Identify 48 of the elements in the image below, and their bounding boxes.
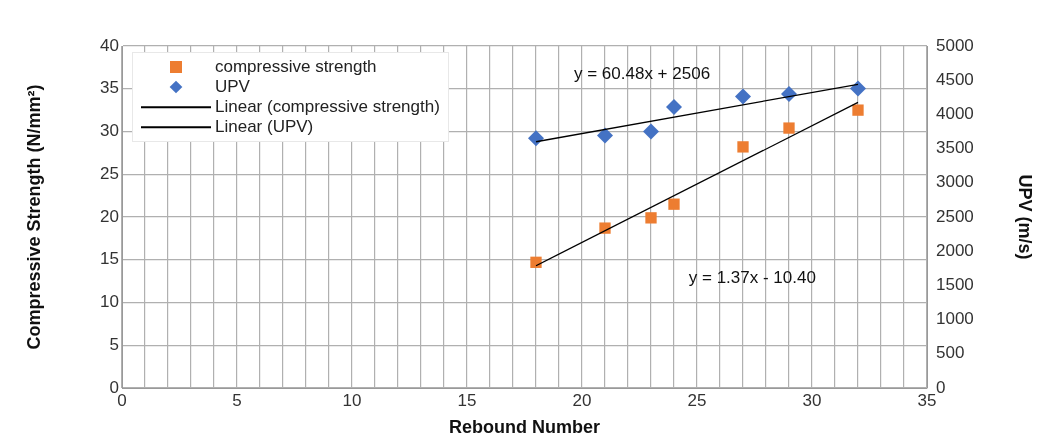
y2-tick-label: 5000 [936, 35, 974, 55]
y2-tick-label: 3500 [936, 138, 974, 158]
y-tick-label: 35 [100, 78, 119, 98]
y2-axis-title: UPV (m/s) [1015, 174, 1036, 260]
point [530, 256, 542, 268]
point [850, 80, 866, 97]
point [528, 130, 544, 147]
x-tick-label: 5 [232, 390, 242, 410]
point [643, 123, 659, 140]
x-tick-label: 20 [572, 390, 592, 410]
y2-tick-label: 4500 [936, 69, 974, 89]
y-tick-label: 0 [109, 377, 119, 397]
y-tick-label: 15 [100, 249, 119, 269]
annotation: y = 60.48x + 2506 [573, 64, 711, 84]
point [666, 98, 682, 115]
y-tick-label: 10 [100, 292, 119, 312]
x-tick-label: 35 [917, 390, 937, 410]
y-axis-title: Compressive Strength (N/mm²) [23, 84, 44, 350]
y-tick-label: 25 [100, 163, 119, 183]
point [852, 104, 864, 116]
y-tick-label: 5 [109, 334, 119, 354]
x-tick-label: 30 [802, 390, 822, 410]
y2-tick-label: 2500 [936, 206, 974, 226]
y2-tick-label: 500 [936, 343, 965, 363]
y2-tick-label: 1500 [936, 275, 974, 295]
annotation: y = 1.37x - 10.40 [688, 268, 816, 288]
legend-label: Linear (compressive strength) [215, 97, 440, 117]
legend-label: compressive strength [215, 57, 377, 77]
x-tick-label: 15 [457, 390, 477, 410]
point [737, 141, 749, 153]
x-axis-title: Rebound Number [449, 417, 600, 438]
legend-label: Linear (UPV) [215, 117, 314, 137]
legend-label: UPV [215, 77, 250, 97]
y2-tick-label: 2000 [936, 240, 974, 260]
y2-tick-label: 1000 [936, 309, 974, 329]
point [735, 88, 751, 105]
x-tick-label: 25 [687, 390, 707, 410]
y2-tick-label: 3000 [936, 172, 974, 192]
point [597, 127, 613, 144]
x-tick-label: 10 [342, 390, 362, 410]
point [668, 198, 680, 210]
point [645, 212, 657, 224]
y2-tick-label: 4000 [936, 104, 974, 124]
y2-tick-label: 0 [936, 377, 946, 397]
y-tick-label: 30 [100, 121, 119, 141]
y-tick-label: 40 [100, 35, 119, 55]
y-tick-label: 20 [100, 206, 119, 226]
point [783, 122, 795, 134]
